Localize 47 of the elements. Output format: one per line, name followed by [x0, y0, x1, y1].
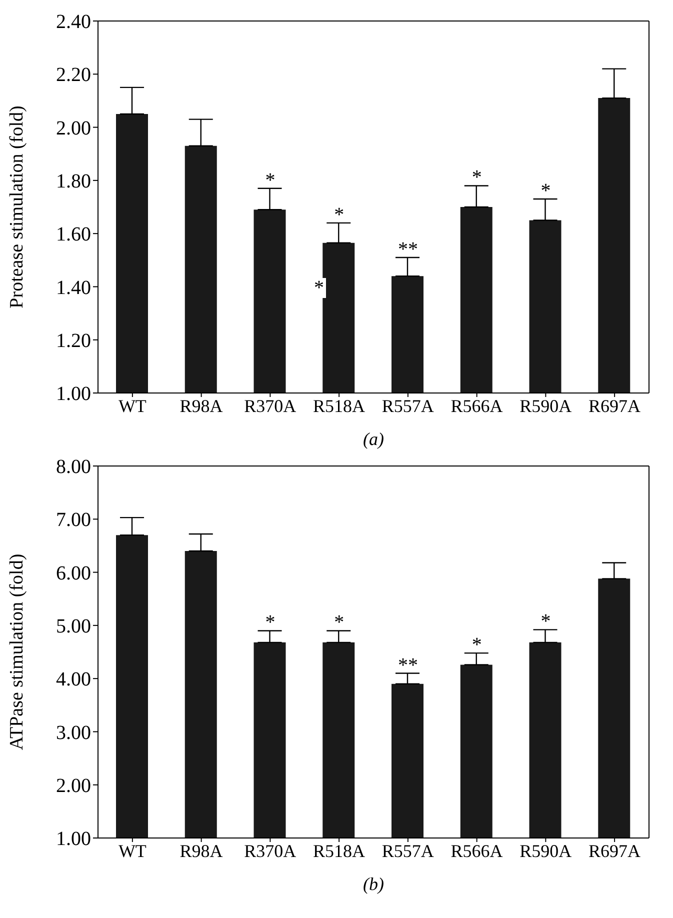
y-tick-label: 1.40 [56, 276, 91, 299]
y-tick-label: 1.80 [56, 170, 91, 193]
x-tick-label: R590A [520, 396, 572, 416]
annotation: * [334, 204, 344, 226]
y-tick-label: 2.20 [56, 64, 91, 86]
annotation: * [334, 612, 344, 634]
x-tick-label: R566A [450, 396, 503, 416]
x-tick-label: WT [118, 840, 146, 861]
y-tick-label: 1.60 [56, 224, 91, 246]
x-tick-label: R370A [244, 396, 296, 416]
annotation: ** [398, 238, 418, 260]
y-tick-label: 8.00 [56, 456, 91, 478]
y-tick-label: 1.20 [56, 330, 91, 352]
x-tick-label: R557A [382, 840, 434, 861]
x-tick-label: R98A [180, 396, 223, 416]
x-tick-label: WT [118, 396, 146, 416]
y-tick-label: 5.00 [56, 616, 91, 638]
annotation: * [540, 610, 551, 633]
x-tick-label: R557A [382, 396, 434, 416]
y-axis-title: Protease stimulation (fold) [6, 106, 28, 308]
annotation: * [265, 612, 276, 634]
x-axis-title: (a) [363, 429, 384, 449]
y-tick-label: 2.00 [56, 774, 91, 797]
annotation: * [472, 166, 482, 189]
y-tick-label: 2.40 [56, 11, 91, 34]
x-tick-label: R518A [313, 396, 366, 416]
annotation: * [540, 180, 551, 202]
x-tick-label: R590A [520, 840, 572, 861]
y-axis-title: ATPase stimulation (fold) [6, 554, 28, 750]
annotation: * [312, 277, 326, 299]
x-tick-label: R697A [588, 396, 641, 416]
y-tick-label: 7.00 [56, 509, 91, 532]
y-tick-label: 1.00 [56, 383, 91, 406]
y-tick-label: 6.00 [56, 562, 91, 584]
x-tick-label: R566A [450, 840, 503, 861]
annotation: * [265, 169, 276, 192]
y-tick-label: 4.00 [56, 668, 91, 691]
x-axis-title: (b) [363, 874, 384, 894]
x-tick-label: R370A [244, 840, 296, 861]
x-tick-label: R98A [180, 840, 223, 861]
x-tick-label: R697A [588, 840, 641, 861]
y-tick-label: 1.00 [56, 828, 91, 850]
x-tick-label: R518A [313, 840, 366, 861]
y-tick-label: 3.00 [56, 722, 91, 744]
annotation: * [472, 634, 482, 656]
y-tick-label: 2.00 [56, 117, 91, 140]
annotation: ** [398, 654, 418, 676]
